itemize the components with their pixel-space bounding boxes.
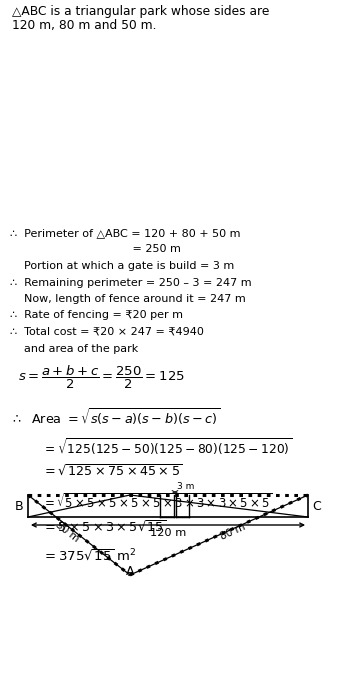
Text: B: B [15,499,23,513]
Text: ∴  Total cost = ₹20 × 247 = ₹4940: ∴ Total cost = ₹20 × 247 = ₹4940 [10,327,204,337]
Text: and area of the park: and area of the park [10,343,138,354]
Text: $\therefore$  Area $= \sqrt{s(s-a)(s-b)(s-c)}$: $\therefore$ Area $= \sqrt{s(s-a)(s-b)(s… [10,406,220,427]
Text: $= \sqrt{125(125-50)(125-80)(125-120)}$: $= \sqrt{125(125-50)(125-80)(125-120)}$ [42,436,292,457]
Text: 120 m: 120 m [150,528,186,538]
Text: $s = \dfrac{a+b+c}{2} = \dfrac{250}{2} = 125$: $s = \dfrac{a+b+c}{2} = \dfrac{250}{2} =… [18,364,185,391]
Text: = 250 m: = 250 m [10,244,181,255]
Text: △ABC is a triangular park whose sides are: △ABC is a triangular park whose sides ar… [12,5,269,18]
Text: Portion at which a gate is build = 3 m: Portion at which a gate is build = 3 m [10,261,234,271]
Text: ∴  Rate of fencing = ₹20 per m: ∴ Rate of fencing = ₹20 per m [10,310,183,321]
Text: ∴  Perimeter of △ABC = 120 + 80 + 50 m: ∴ Perimeter of △ABC = 120 + 80 + 50 m [10,228,240,238]
Text: $= \sqrt{5\times5\times5\times5\times5\times3\times3\times3\times5\times5}$: $= \sqrt{5\times5\times5\times5\times5\t… [42,492,273,510]
Text: 50 m: 50 m [53,520,81,544]
Text: 80 m: 80 m [219,522,247,542]
Text: C: C [312,499,321,513]
Text: 3 m: 3 m [177,482,194,491]
Text: Now, length of fence around it = 247 m: Now, length of fence around it = 247 m [10,294,246,304]
Text: $= 5\times5\times3\times5\sqrt{15}$: $= 5\times5\times3\times5\sqrt{15}$ [42,520,167,535]
Text: $= \sqrt{125\times75\times45\times5}$: $= \sqrt{125\times75\times45\times5}$ [42,464,183,479]
Text: ∴  Remaining perimeter = 250 – 3 = 247 m: ∴ Remaining perimeter = 250 – 3 = 247 m [10,277,252,288]
Text: $= 375\sqrt{15}\ \mathrm{m}^2$: $= 375\sqrt{15}\ \mathrm{m}^2$ [42,548,136,563]
Text: 120 m, 80 m and 50 m.: 120 m, 80 m and 50 m. [12,19,156,32]
Text: A: A [126,565,134,578]
